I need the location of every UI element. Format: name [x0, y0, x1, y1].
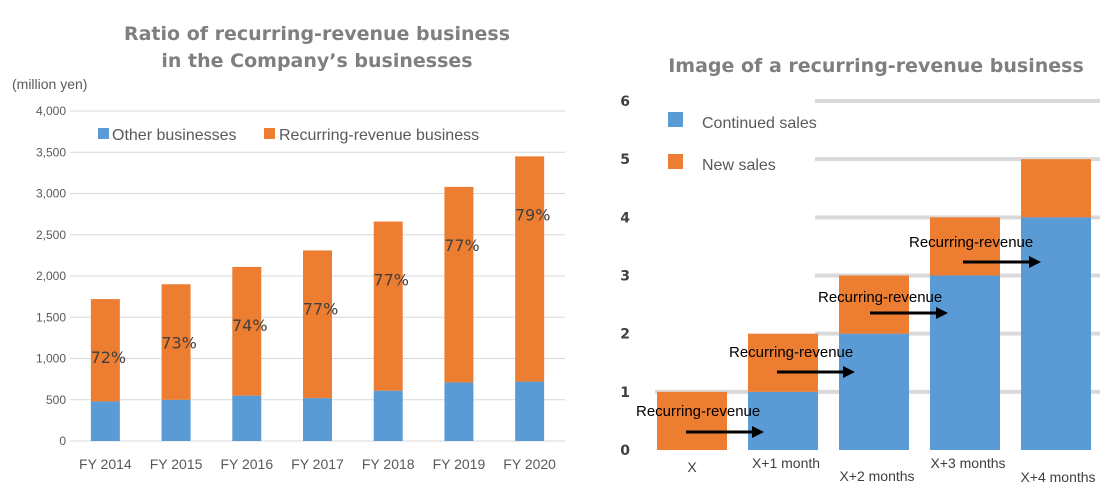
bar-new-sales — [839, 275, 909, 334]
bar-new-sales — [930, 217, 1000, 276]
chart1-x-tick-label: FY 2015 — [150, 456, 203, 472]
bar-continued-sales — [748, 391, 818, 450]
chart1-x-tick-label: FY 2014 — [79, 456, 132, 472]
chart2-annotations: Recurring-revenue Recurring-revenue Recurr… — [636, 234, 1041, 438]
chart1-y-tick-label: 1,500 — [36, 310, 66, 324]
bar-new-sales — [657, 391, 727, 450]
chart2-y-tick-label: 6 — [620, 94, 630, 110]
bar-other-businesses — [90, 401, 120, 441]
bar-continued-sales — [1021, 217, 1091, 450]
chart1-data-labels: 72% 73% 74% 77% 77% 77% 79% — [91, 205, 551, 367]
legend-swatch-recurring-revenue-business — [264, 128, 275, 139]
chart2-y-tick-label: 0 — [620, 443, 630, 459]
chart1-x-tick-label: FY 2019 — [433, 456, 486, 472]
chart2-x-tick-label: X — [687, 459, 697, 475]
chart1-y-tick-label: 0 — [59, 434, 66, 448]
chart1-title-line1: Ratio of recurring-revenue business — [124, 23, 510, 45]
chart1-y-tick-label: 1,000 — [36, 352, 66, 366]
chart1-legend: Other businesses Recurring-revenue busin… — [98, 127, 479, 144]
chart1-x-tick-label: FY 2018 — [362, 456, 415, 472]
chart2-annotation-label: Recurring-revenue — [636, 403, 760, 420]
chart2-y-tick-label: 5 — [620, 152, 630, 168]
bar-new-sales — [748, 333, 818, 392]
bar-recurring-revenue-business — [444, 186, 474, 383]
bar-recurring-revenue-business — [373, 221, 403, 391]
chart1-unit-label: (million yen) — [12, 76, 87, 92]
bar-recurring-revenue-business — [161, 284, 191, 400]
legend-label-continued-sales: Continued sales — [702, 115, 817, 132]
chart1-data-label: 72% — [91, 348, 127, 367]
legend-swatch-new-sales — [668, 154, 683, 169]
chart2: Image of a recurring-revenue business 0 1… — [620, 55, 1100, 485]
chart2-legend: Continued sales New sales — [668, 112, 817, 174]
bar-continued-sales — [930, 275, 1000, 450]
legend-label-recurring-revenue-business: Recurring-revenue business — [279, 127, 479, 144]
chart2-x-tick-label: X+2 months — [839, 468, 914, 484]
legend-swatch-other-businesses — [98, 128, 109, 139]
chart1-y-tick-label: 2,000 — [36, 269, 66, 283]
chart2-x-tick-label: X+4 months — [1020, 469, 1095, 485]
chart2-annotation-arrow-head — [843, 366, 855, 378]
chart2-annotation-arrow-head — [1029, 256, 1041, 268]
chart1-x-axis: FY 2014 FY 2015 FY 2016 FY 2017 FY 2018 FY 20… — [79, 456, 556, 472]
bar-other-businesses — [373, 390, 403, 441]
chart1-data-label: 77% — [303, 299, 339, 318]
bar-other-businesses — [161, 399, 191, 441]
chart1-data-label: 77% — [444, 236, 480, 255]
chart2-annotation-arrow-head — [936, 307, 948, 319]
chart1-y-tick-label: 4,000 — [36, 104, 66, 118]
chart1-x-tick-label: FY 2017 — [291, 456, 344, 472]
chart2-annotation-label: Recurring-revenue — [818, 289, 942, 306]
bar-recurring-revenue-business — [90, 299, 120, 402]
bar-other-businesses — [515, 381, 545, 441]
chart1-x-tick-label: FY 2020 — [503, 456, 556, 472]
chart1-data-label: 74% — [232, 316, 268, 335]
bar-new-sales — [1021, 159, 1091, 218]
chart1-y-tick-label: 3,500 — [36, 145, 66, 159]
chart2-annotation-label: Recurring-revenue — [729, 344, 853, 361]
legend-label-new-sales: New sales — [702, 157, 776, 174]
chart2-annotation-arrow-head — [752, 426, 764, 438]
chart1-y-tick-label: 2,500 — [36, 228, 66, 242]
chart1: Ratio of recurring-revenue business in t… — [12, 23, 565, 472]
chart2-y-tick-label: 3 — [620, 269, 630, 285]
chart1-data-label: 77% — [373, 271, 409, 290]
chart2-bars — [657, 159, 1091, 450]
chart2-title: Image of a recurring-revenue business — [668, 55, 1084, 77]
bar-recurring-revenue-business — [303, 250, 332, 399]
chart1-data-label: 73% — [161, 333, 197, 352]
chart2-x-tick-label: X+1 month — [752, 455, 820, 471]
legend-swatch-continued-sales — [668, 112, 683, 127]
chart2-annotation-label: Recurring-revenue — [909, 234, 1033, 251]
legend-label-other-businesses: Other businesses — [112, 127, 237, 144]
bar-other-businesses — [232, 395, 262, 441]
chart2-x-tick-label: X+3 months — [930, 455, 1005, 471]
bar-other-businesses — [303, 398, 332, 441]
chart1-data-label: 79% — [515, 205, 551, 224]
chart1-y-tick-label: 3,000 — [36, 187, 66, 201]
bar-other-businesses — [444, 382, 474, 441]
chart2-y-tick-label: 4 — [620, 210, 630, 226]
chart2-y-axis: 0 1 2 3 4 5 6 — [620, 94, 630, 459]
chart2-y-tick-label: 2 — [620, 327, 630, 343]
bar-recurring-revenue-business — [515, 156, 545, 382]
bar-continued-sales — [839, 333, 909, 450]
chart1-x-tick-label: FY 2016 — [220, 456, 273, 472]
chart2-y-tick-label: 1 — [620, 385, 630, 401]
bar-recurring-revenue-business — [232, 266, 262, 396]
chart1-y-tick-label: 500 — [46, 393, 66, 407]
chart1-y-axis: 0 500 1,000 1,500 2,000 2,500 3,000 3,500 4,000 — [36, 104, 66, 448]
chart1-title-line2: in the Company’s businesses — [161, 50, 472, 72]
chart1-bars — [90, 156, 545, 441]
chart2-x-axis: X X+1 month X+2 months X+3 months X+4 months — [687, 455, 1095, 485]
